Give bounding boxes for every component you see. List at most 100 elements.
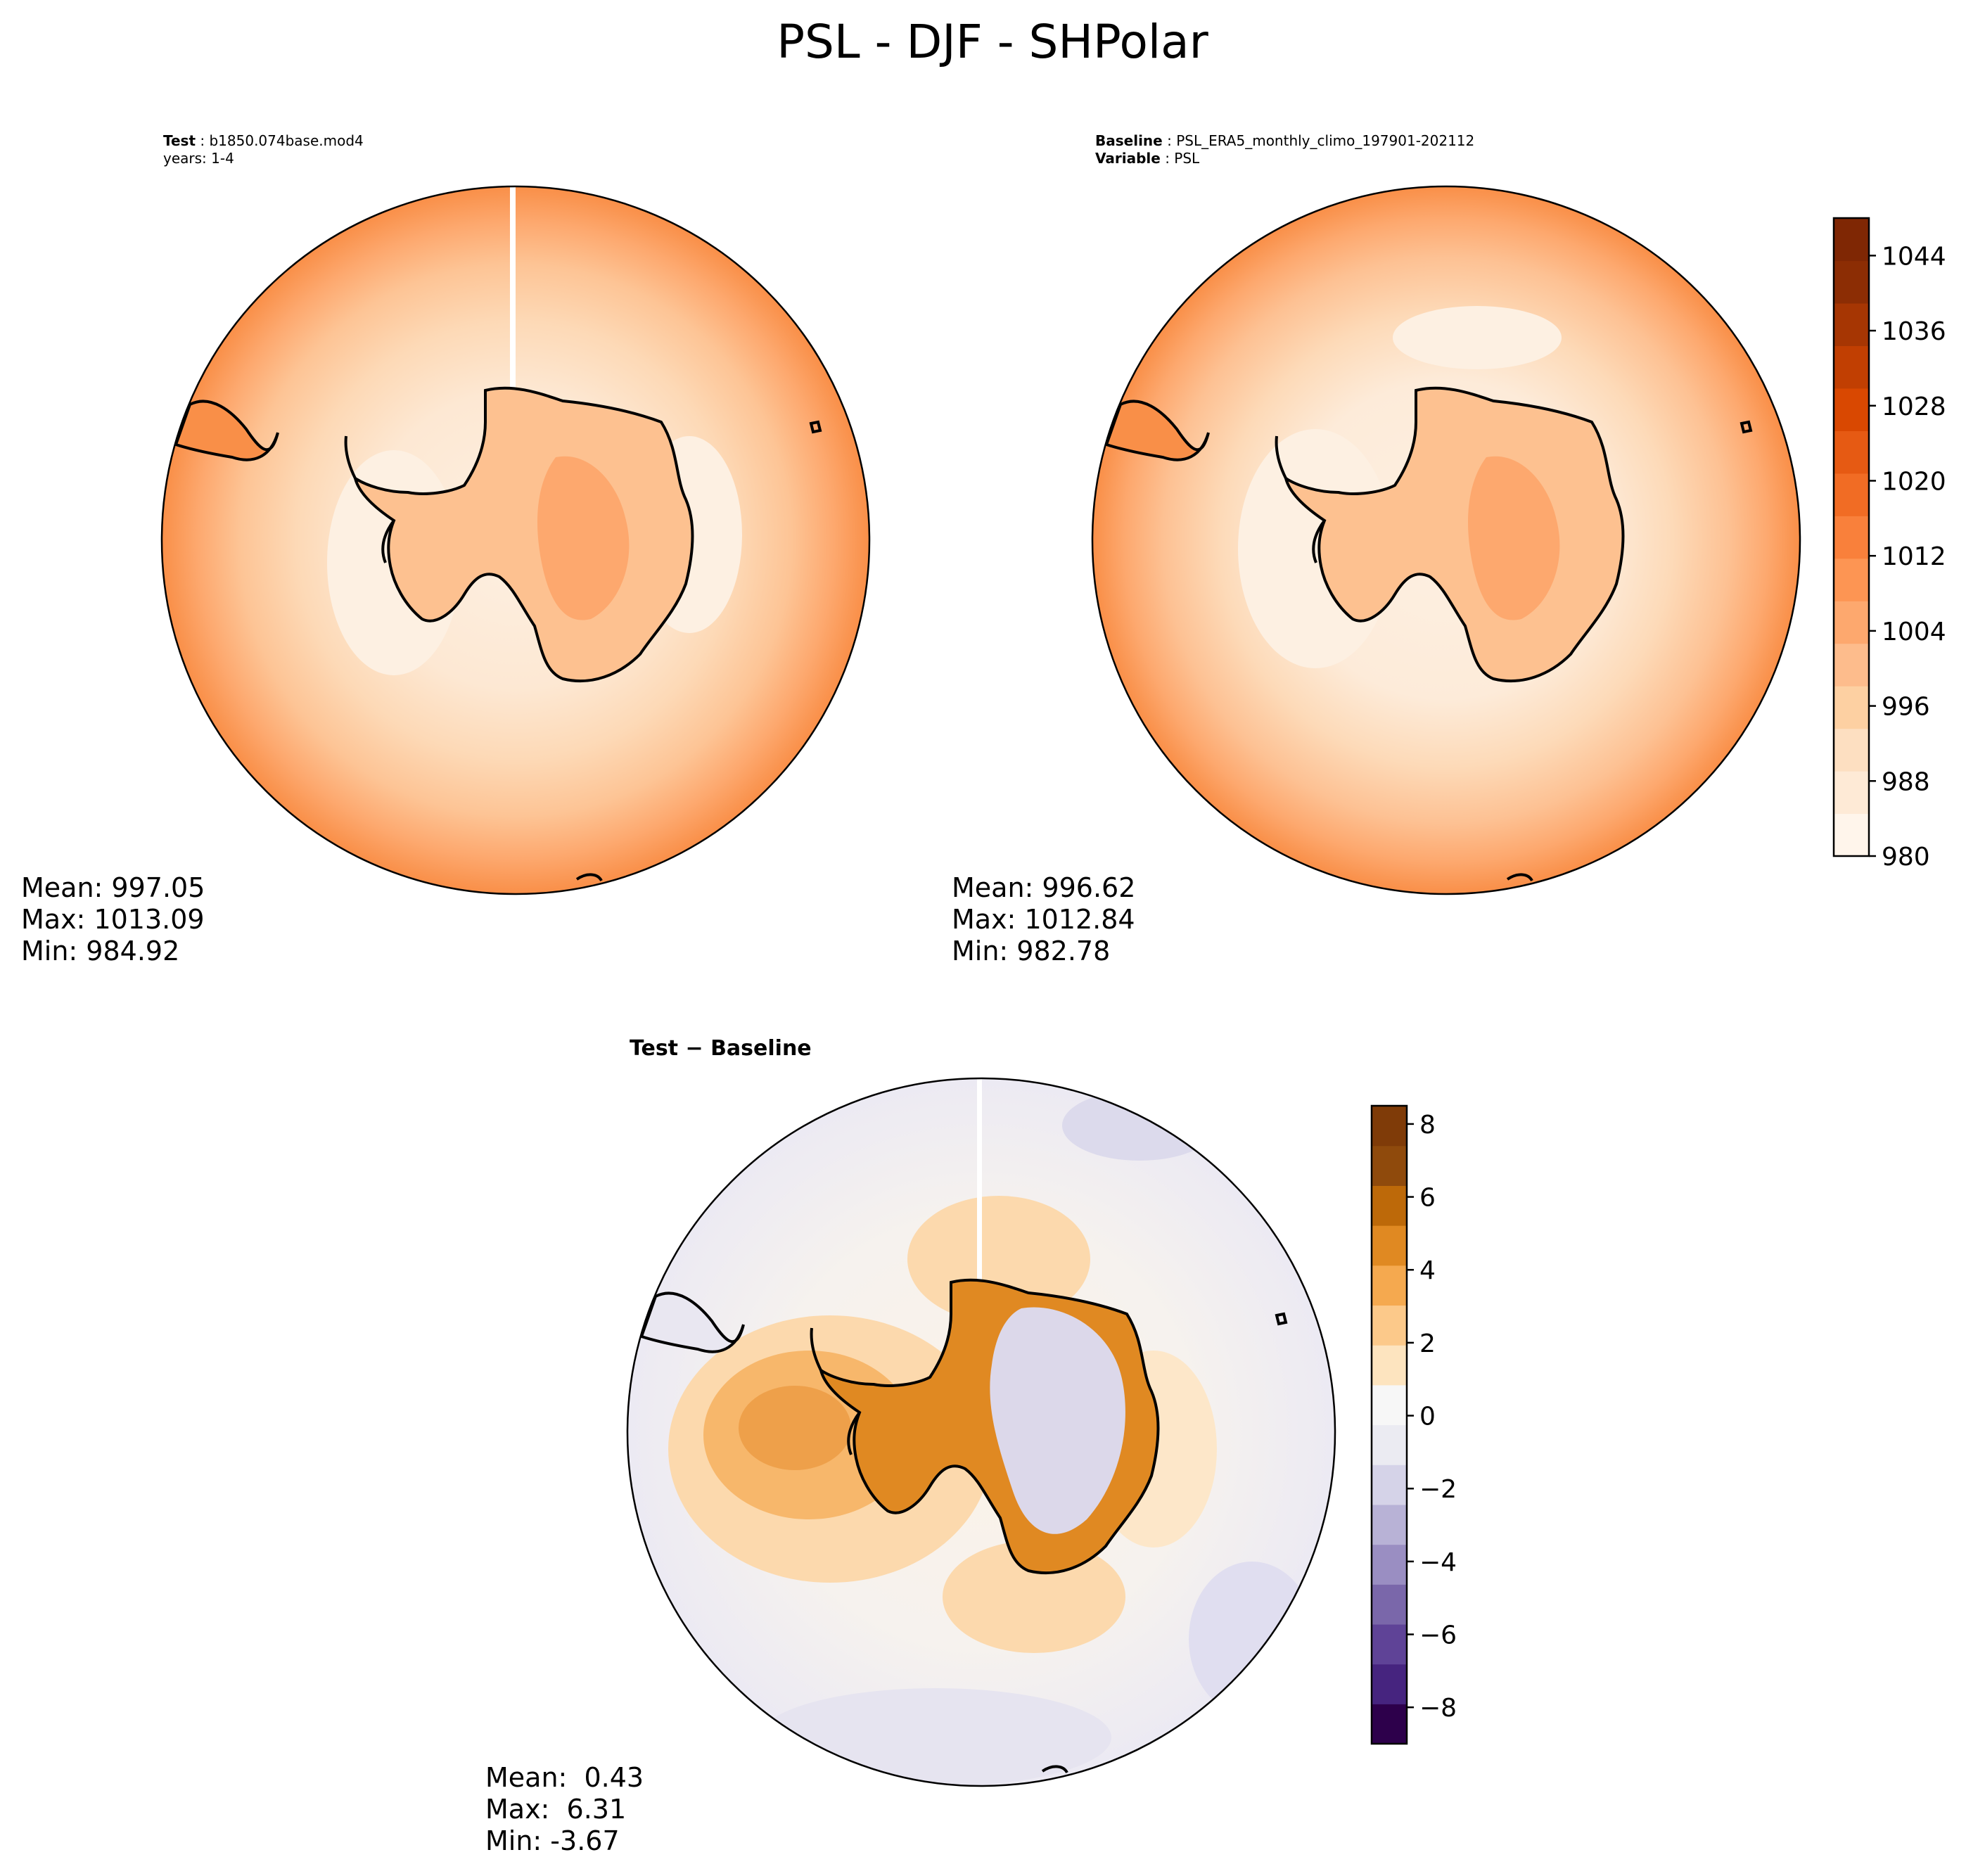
colorbar-abs-segment (1834, 601, 1869, 644)
colorbar-abs-segment (1834, 558, 1869, 601)
colorbar-diff-segment (1372, 1106, 1407, 1147)
diff-seam-line (977, 1078, 982, 1346)
colorbar-diff-segment (1372, 1384, 1407, 1426)
panel-baseline: Baseline : PSL_ERA5_monthly_climo_197901… (952, 132, 1801, 966)
colorbar-diff-segment (1372, 1504, 1407, 1545)
colorbar-abs-tick-label: 1020 (1882, 467, 1946, 496)
diff-antarctica (810, 1278, 1160, 1574)
panel-test: Test : b1850.074base.mod4 years: 1-4 Mea… (21, 132, 871, 966)
colorbar-abs-frame (1832, 217, 1870, 857)
colorbar-diff-tick-label: 2 (1419, 1329, 1436, 1358)
baseline-header-line1: Baseline : PSL_ERA5_monthly_climo_197901… (1095, 132, 1474, 149)
diff-stat-max: Max: 6.31 (485, 1794, 626, 1825)
colorbar-abs-segment (1834, 516, 1869, 559)
baseline-low-region-2 (1393, 306, 1562, 369)
colorbar-abs-tick-label: 1036 (1882, 317, 1946, 346)
diff-stat-mean: Mean: 0.43 (485, 1762, 644, 1793)
colorbar-abs-segment (1834, 260, 1869, 304)
colorbar-diff-tick-label: 4 (1419, 1256, 1436, 1285)
baseline-variable-label: Variable (1095, 150, 1161, 167)
test-plateau-high (537, 456, 630, 620)
test-stat-mean: Mean: 997.05 (21, 872, 205, 903)
test-stat-max: Max: 1013.09 (21, 904, 205, 935)
diff-australia-tip (1041, 1765, 1068, 1774)
colorbar-abs-segment (1834, 813, 1869, 857)
diff-stat-min: Min: -3.67 (485, 1825, 620, 1856)
colorbar-abs-tick-label: 1012 (1882, 542, 1946, 571)
colorbar-diff-tick-label: 0 (1419, 1403, 1436, 1431)
colorbar-diff-segment (1372, 1265, 1407, 1306)
baseline-antarctica-outline (1283, 386, 1625, 682)
colorbar-diff-segment (1372, 1225, 1407, 1266)
colorbar-diff-tick-label: −4 (1419, 1548, 1457, 1577)
colorbar-diff-tick-label: −2 (1419, 1475, 1457, 1504)
figure-title: PSL - DJF - SHPolar (777, 15, 1208, 69)
colorbar-abs: 980 988 996 1004 1012 1020 1028 1036 1044 (1832, 217, 1946, 872)
colorbar-abs-tick-label: 996 (1882, 693, 1930, 722)
diff-peninsula-outline (810, 1327, 861, 1455)
colorbar-abs-segment (1834, 473, 1869, 516)
baseline-variable-sep: : (1161, 150, 1174, 167)
colorbar-diff-segment (1372, 1623, 1407, 1665)
colorbar-diff-segment (1372, 1145, 1407, 1186)
baseline-island (1740, 420, 1753, 434)
test-map-boundary (160, 185, 871, 895)
baseline-variable-value: PSL (1174, 150, 1200, 167)
colorbar-diff-segment (1372, 1704, 1407, 1744)
diff-map-boundary (626, 1077, 1336, 1787)
baseline-header-sep: : (1163, 132, 1176, 149)
test-seam-line (510, 186, 516, 454)
test-header-line1: Test : b1850.074base.mod4 (163, 132, 364, 149)
test-australia-tip (575, 873, 603, 882)
colorbar-diff-segment (1372, 1345, 1407, 1386)
baseline-stat-min: Min: 982.78 (952, 936, 1110, 966)
colorbar-abs-segment (1834, 388, 1869, 431)
baseline-header-line2: Variable : PSL (1095, 150, 1200, 167)
baseline-peninsula-outline (1275, 435, 1326, 563)
test-stat-min: Min: 984.92 (21, 936, 179, 966)
colorbar-abs-segment (1834, 218, 1869, 262)
diff-cool-region-south (760, 1688, 1111, 1786)
colorbar-abs-tick-label: 988 (1882, 767, 1930, 796)
test-header-sep: : (196, 132, 209, 149)
colorbar-abs-segment (1834, 643, 1869, 687)
diff-warm-region-south (943, 1540, 1125, 1653)
diff-cool-region-east (1189, 1562, 1315, 1716)
colorbar-diff-tick-label: −8 (1419, 1694, 1457, 1723)
colorbar-diff-segment (1372, 1305, 1407, 1346)
panel-diff: Test − Baseline Mean: 0.43 Max: 6.31 (485, 1036, 1336, 1856)
diff-plateau-cool (990, 1307, 1125, 1534)
colorbar-abs-segment (1834, 728, 1869, 772)
diff-warm-region-core (739, 1386, 851, 1470)
colorbar-abs-segment (1834, 430, 1869, 474)
diff-title-baseline: Baseline (710, 1036, 812, 1061)
test-peninsula-outline (344, 435, 395, 563)
colorbar-diff-segment (1372, 1664, 1407, 1704)
baseline-plateau-high (1468, 456, 1560, 620)
colorbar-diff-segment (1372, 1465, 1407, 1505)
baseline-australia-tip (1506, 873, 1533, 882)
test-island (809, 420, 822, 434)
baseline-antarctica (1275, 386, 1625, 682)
diff-title: Test − Baseline (630, 1036, 812, 1061)
test-antarctica (344, 386, 694, 682)
baseline-south-america-tip (1104, 400, 1210, 461)
colorbar-abs-tick-label: 980 (1882, 843, 1930, 872)
baseline-stat-mean: Mean: 996.62 (952, 872, 1135, 903)
colorbar-diff-segment (1372, 1185, 1407, 1226)
colorbar-abs-segment (1834, 771, 1869, 815)
test-case-name: b1850.074base.mod4 (209, 132, 363, 149)
colorbar-abs-tick-label: 1044 (1882, 242, 1946, 271)
diff-title-op: − (678, 1036, 710, 1061)
test-antarctica-outline (352, 386, 694, 682)
test-years: years: 1-4 (163, 150, 234, 167)
baseline-header-label: Baseline (1095, 132, 1163, 149)
colorbar-diff-tick-label: 8 (1419, 1111, 1436, 1140)
colorbar-diff-segment (1372, 1544, 1407, 1585)
colorbar-diff-segment (1372, 1424, 1407, 1465)
baseline-case-name: PSL_ERA5_monthly_climo_197901-202112 (1176, 132, 1474, 149)
colorbar-diff-segment (1372, 1584, 1407, 1625)
colorbar-diff-tick-label: 6 (1419, 1184, 1436, 1213)
colorbar-abs-segment (1834, 345, 1869, 389)
